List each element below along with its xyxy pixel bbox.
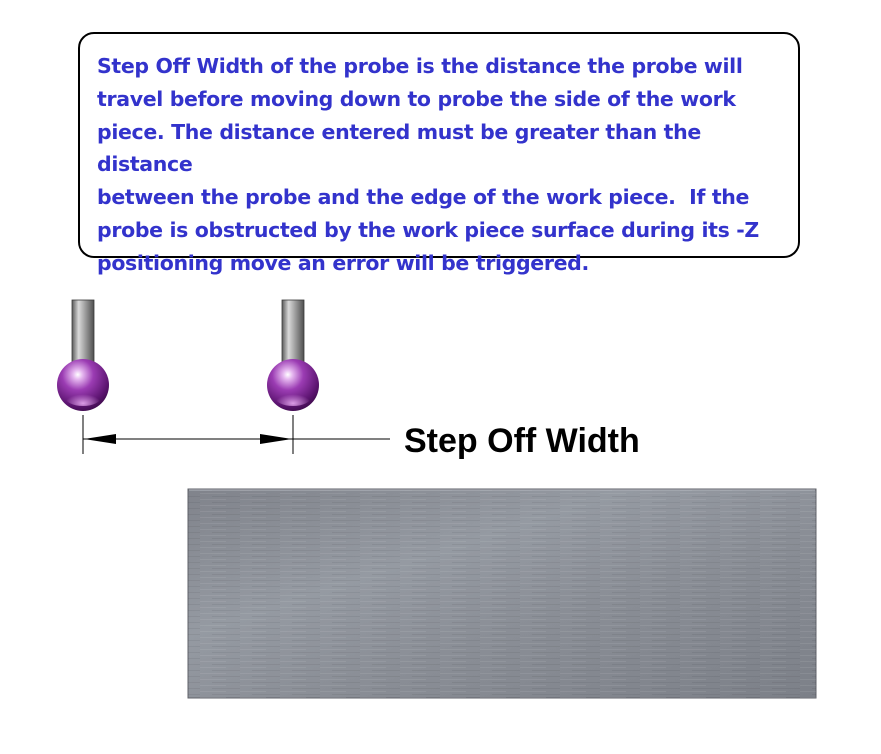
probe-end-icon — [267, 299, 319, 411]
description-callout: Step Off Width of the probe is the dista… — [78, 32, 800, 275]
arrowhead-right — [260, 434, 292, 444]
description-text: Step Off Width of the probe is the dista… — [97, 54, 759, 275]
probe-start-stem — [71, 299, 95, 367]
work-piece — [187, 488, 817, 699]
probe-end-stem — [281, 299, 305, 367]
probe-start-icon — [57, 299, 109, 411]
arrowhead-left — [84, 434, 116, 444]
dimension-label: Step Off Width — [404, 422, 640, 460]
